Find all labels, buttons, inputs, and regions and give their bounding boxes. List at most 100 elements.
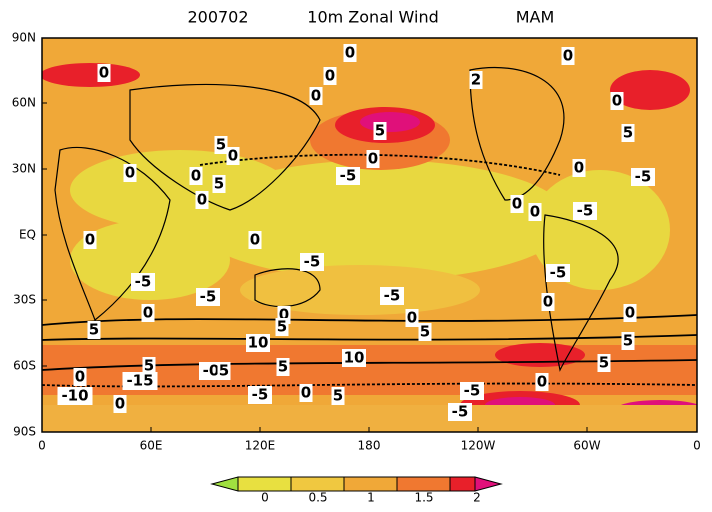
contour-label: 10 (344, 349, 365, 367)
contour-label-bg (331, 387, 345, 405)
lat-label: 60N (12, 96, 36, 110)
contour-label-bg (195, 191, 209, 209)
contour-label-bg (561, 47, 575, 65)
contour-label: 5 (375, 122, 385, 140)
contour-label: 0 (512, 195, 522, 213)
contour-label-bg (572, 159, 586, 177)
colorbar (210, 476, 503, 492)
contour-label-bg (299, 384, 313, 402)
contour-label-bg (141, 304, 155, 322)
contour-label-bg (343, 44, 357, 62)
contour-label: 5 (333, 387, 343, 405)
contour-label-bg (366, 150, 380, 168)
contour-label: 0 (250, 231, 260, 249)
contour-label-bg (217, 362, 231, 380)
lat-label: 90S (13, 425, 36, 439)
contour-label: -5 (384, 287, 401, 305)
contour-label-bg (73, 368, 87, 386)
contour-label: 0 (537, 373, 547, 391)
contour-label: 0 (279, 306, 289, 324)
contour-label-bg (597, 354, 611, 372)
contour-label: 10 (248, 334, 269, 352)
contour-label-bg (309, 87, 323, 105)
contour-label: -10 (61, 387, 88, 405)
lon-label: 60E (140, 439, 163, 453)
colorbar-label: 0 (261, 491, 269, 505)
contour-label-bg (57, 387, 93, 405)
contour-label-bg (189, 167, 203, 185)
contour-label: 0 (228, 147, 238, 165)
contour-label: 0 (407, 309, 417, 327)
contour-label: 0 (563, 47, 573, 65)
contour-label: 0 (311, 87, 321, 105)
lon-label: 0 (38, 439, 46, 453)
contour-label-bg (275, 318, 289, 336)
contour-label: 5 (219, 362, 229, 380)
contour-label: 0 (345, 44, 355, 62)
lat-label: 90N (12, 31, 36, 45)
contour-label-bg (246, 334, 270, 352)
contour-label: -5 (340, 167, 357, 185)
contour-label: 5 (216, 136, 226, 154)
contour-label-bg (623, 304, 637, 322)
contour-label-bg (83, 231, 97, 249)
contour-label-bg (123, 164, 137, 182)
colorbar-label: 2 (473, 491, 481, 505)
contour-label: 0 (85, 231, 95, 249)
contour-label: 5 (420, 323, 430, 341)
contour-label-bg (380, 287, 404, 305)
contour-label-bg (199, 362, 223, 380)
contour-label: -5 (452, 403, 469, 421)
contour-label: 0 (543, 293, 553, 311)
contour-label-bg (573, 202, 597, 220)
contour-label: 0 (530, 203, 540, 221)
contour-label-bg (196, 288, 220, 306)
contour-label: -5 (635, 168, 652, 186)
contour-label-bg (300, 253, 324, 271)
contour-label-bg (212, 175, 226, 193)
contour-label-bg (131, 273, 155, 291)
contour-label-bg (373, 122, 387, 140)
contour-label-bg (97, 64, 111, 82)
contour-label: -5 (135, 273, 152, 291)
contour-label: 5 (623, 124, 633, 142)
contour-label: 0 (197, 191, 207, 209)
contour-label: -5 (304, 253, 321, 271)
lon-label: 0 (693, 439, 701, 453)
lat-label: 60S (13, 359, 36, 373)
lat-label: 30N (12, 162, 36, 176)
title-field: 10m Zonal Wind (307, 8, 438, 27)
contour-label-bg (528, 203, 542, 221)
contour-label-bg (418, 323, 432, 341)
contour-label: 0 (125, 164, 135, 182)
contour-label: 5 (599, 354, 609, 372)
contour-label: 0 (75, 368, 85, 386)
lon-label: 60W (573, 439, 600, 453)
contour-label-bg (610, 92, 624, 110)
contour-label: -0 (203, 362, 220, 380)
contour-label: -15 (126, 372, 153, 390)
colorbar-label: 1.5 (414, 491, 433, 505)
contour-label-bg (214, 136, 228, 154)
contour-label-bg (342, 349, 366, 367)
title-date: 200702 (187, 8, 248, 27)
contour-label: 0 (325, 67, 335, 85)
contour-label-bg (248, 231, 262, 249)
contour-label-bg (631, 168, 655, 186)
contour-label-bg (113, 395, 127, 413)
contour-label: -5 (550, 264, 567, 282)
title-season: MAM (516, 8, 555, 27)
contour-label: 0 (301, 384, 311, 402)
contour-label: 5 (278, 358, 288, 376)
contour-label-bg (621, 332, 635, 350)
lon-label: 120W (461, 439, 496, 453)
contour-label: 0 (143, 304, 153, 322)
contour-label-bg (510, 195, 524, 213)
lat-label: 30S (13, 293, 36, 307)
contour-label: 5 (214, 175, 224, 193)
contour-label: 0 (191, 167, 201, 185)
contour-label: 0 (115, 395, 125, 413)
contour-label: 0 (612, 92, 622, 110)
colorbar-label: 1 (367, 491, 375, 505)
